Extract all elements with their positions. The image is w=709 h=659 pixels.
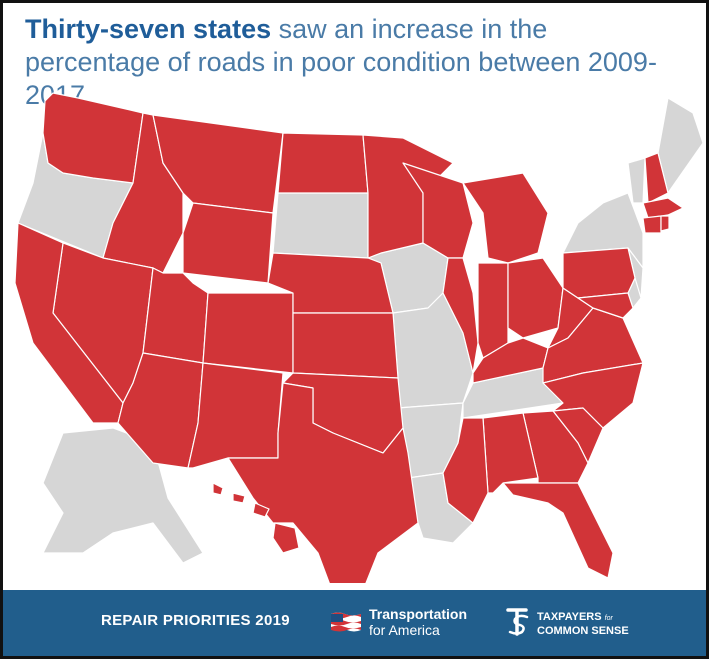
state-mi (462, 172, 549, 264)
report-title: REPAIR PRIORITIES 2019 (101, 612, 290, 629)
state-md (577, 292, 634, 319)
state-tx (227, 382, 419, 583)
tcs-name: TAXPAYERS for (537, 611, 613, 623)
state-ca (14, 222, 124, 424)
us-state-map (14, 92, 704, 583)
tcs-mark-icon (506, 608, 529, 636)
state-ga (522, 410, 589, 484)
state-wa (42, 92, 144, 184)
state-pa (562, 247, 636, 299)
state-ks (292, 312, 399, 379)
state-ct (642, 215, 662, 234)
flag-icon (331, 612, 361, 632)
state-il (442, 257, 479, 374)
state-ut (142, 267, 209, 364)
t4a-name: Transportation (369, 606, 468, 622)
state-ky (472, 337, 549, 384)
headline-text: saw an increase in the percentage of roa… (25, 14, 657, 110)
state-fl (502, 482, 614, 579)
state-ri (660, 215, 670, 232)
state-ms (442, 417, 489, 524)
state-wy (182, 202, 274, 284)
headline-emphasis: Thirty-seven states (25, 14, 272, 44)
tcs-subname: COMMON SENSE (537, 625, 629, 637)
state-vt (627, 157, 646, 204)
state-hi (212, 482, 300, 554)
state-in (477, 262, 509, 359)
state-nd (277, 132, 369, 194)
state-co (202, 292, 294, 374)
headline: Thirty-seven states saw an increase in t… (25, 13, 685, 112)
state-nh (644, 152, 669, 204)
state-nm (187, 362, 284, 469)
state-sd (272, 192, 369, 259)
state-oh (507, 257, 564, 339)
state-ma (642, 197, 684, 219)
footer-bar: REPAIR PRIORITIES 2019 Transportation fo… (3, 590, 706, 656)
t4a-subname: for America (369, 622, 440, 638)
